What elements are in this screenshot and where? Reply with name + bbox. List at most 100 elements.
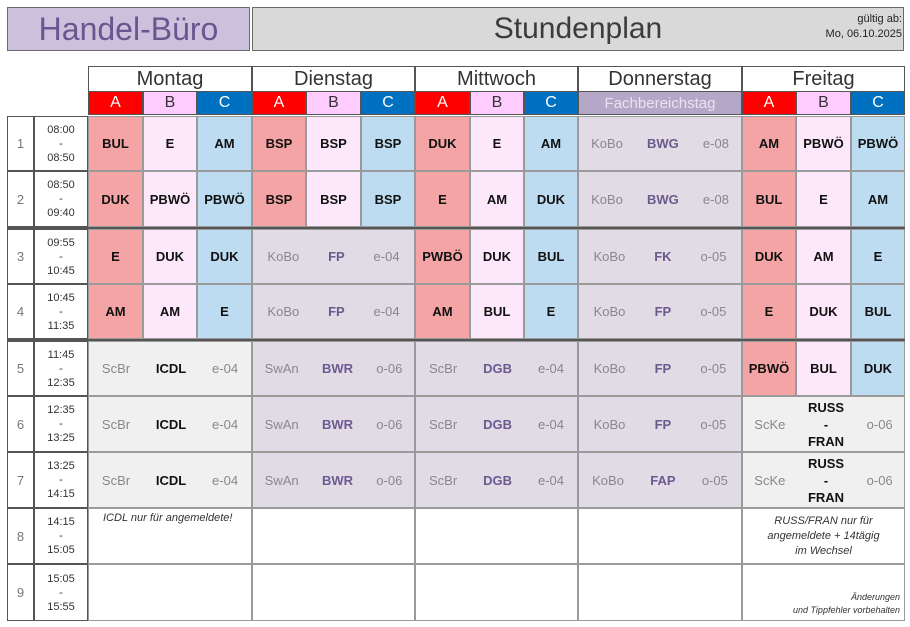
- joint-lesson: KoBo FP o-05: [578, 396, 742, 452]
- period-number: 3: [7, 229, 34, 284]
- lesson-cell: AM: [88, 284, 143, 339]
- lesson-cell: AM: [796, 229, 851, 284]
- day-monday: Montag: [88, 66, 252, 91]
- lesson-cell: DUK: [415, 116, 470, 171]
- empty-cell: [415, 564, 578, 621]
- period-number: 7: [7, 452, 34, 508]
- period-time: 08:00-08:50: [34, 116, 88, 171]
- joint-lesson: ScKe RUSS - FRAN o-06: [742, 452, 905, 508]
- lesson-cell: BSP: [306, 171, 361, 227]
- empty-cell: [578, 508, 742, 564]
- day-friday: Freitag: [742, 66, 905, 91]
- period-time: 14:15-15:05: [34, 508, 88, 564]
- joint-lesson: ScKe RUSS - FRAN o-06: [742, 396, 905, 452]
- thursday-banner: Fachbereichstag: [578, 91, 742, 115]
- lesson-cell: DUK: [470, 229, 524, 284]
- lesson-cell: BSP: [306, 116, 361, 171]
- empty-cell: [578, 564, 742, 621]
- group-header-b: B: [143, 91, 197, 115]
- joint-lesson: ScBr ICDL e-04: [88, 341, 252, 396]
- joint-lesson: ScBr ICDL e-04: [88, 396, 252, 452]
- lesson-cell: DUK: [851, 341, 905, 396]
- lesson-cell: DUK: [796, 284, 851, 339]
- joint-lesson: ScBr DGB e-04: [415, 452, 578, 508]
- period-number: 1: [7, 116, 34, 171]
- joint-lesson: KoBo FP e-04: [252, 284, 415, 339]
- lesson-cell: BSP: [361, 171, 415, 227]
- group-header-c: C: [197, 91, 252, 115]
- valid-date: Mo, 06.10.2025: [825, 28, 902, 40]
- russ-fran-note: RUSS/FRAN nur für angemeldete + 14tägig …: [767, 514, 880, 557]
- period-number: 9: [7, 564, 34, 621]
- lesson-cell: DUK: [742, 229, 796, 284]
- period-time: 10:45-11:35: [34, 284, 88, 339]
- lesson-cell: AM: [143, 284, 197, 339]
- lesson-cell: DUK: [88, 171, 143, 227]
- period-number: 5: [7, 341, 34, 396]
- group-header-a: A: [88, 91, 143, 115]
- lesson-cell: E: [851, 229, 905, 284]
- empty-cell: ICDL nur für angemeldete!: [88, 508, 252, 564]
- lesson-cell: E: [796, 171, 851, 227]
- joint-lesson: KoBo FP e-04: [252, 229, 415, 284]
- joint-lesson: KoBo FP o-05: [578, 284, 742, 339]
- joint-lesson: KoBo FAP o-05: [578, 452, 742, 508]
- lesson-cell: PWBÖ: [415, 229, 470, 284]
- lesson-cell: PBWÖ: [197, 171, 252, 227]
- lesson-cell: BUL: [796, 341, 851, 396]
- lesson-cell: BUL: [88, 116, 143, 171]
- period-number: 2: [7, 171, 34, 227]
- period-time: 15:05-15:55: [34, 564, 88, 621]
- lesson-cell: E: [524, 284, 578, 339]
- period-time: 12:35-13:25: [34, 396, 88, 452]
- period-time: 11:45-12:35: [34, 341, 88, 396]
- group-header-c: C: [851, 91, 905, 115]
- joint-lesson: KoBo BWG e-08: [578, 116, 742, 171]
- period-number: 6: [7, 396, 34, 452]
- empty-cell: [252, 564, 415, 621]
- lesson-cell: PBWÖ: [796, 116, 851, 171]
- group-header-c: C: [361, 91, 415, 115]
- lesson-cell: AM: [470, 171, 524, 227]
- joint-lesson: SwAn BWR o-06: [252, 396, 415, 452]
- joint-lesson: KoBo FP o-05: [578, 341, 742, 396]
- lesson-cell: E: [197, 284, 252, 339]
- day-wednesday: Mittwoch: [415, 66, 578, 91]
- day-thursday: Donnerstag: [578, 66, 742, 91]
- empty-cell: [88, 564, 252, 621]
- joint-lesson: ScBr DGB e-04: [415, 396, 578, 452]
- icdl-note: ICDL nur für angemeldete!: [103, 512, 233, 524]
- group-header-b: B: [306, 91, 361, 115]
- brand-title: Handel-Büro: [7, 7, 250, 51]
- lesson-cell: PBWÖ: [742, 341, 796, 396]
- group-header-c: C: [524, 91, 578, 115]
- joint-lesson: KoBo BWG e-08: [578, 171, 742, 227]
- disclaimer: Änderungen und Tippfehler vorbehalten: [793, 592, 900, 615]
- group-header-a: A: [252, 91, 306, 115]
- lesson-cell: AM: [415, 284, 470, 339]
- empty-cell: [415, 508, 578, 564]
- group-header-a: A: [742, 91, 796, 115]
- period-number: 4: [7, 284, 34, 339]
- valid-from: gültig ab: Mo, 06.10.2025: [826, 12, 902, 42]
- lesson-cell: PBWÖ: [143, 171, 197, 227]
- block-divider: [7, 227, 905, 229]
- block-divider: [7, 339, 905, 341]
- page-title: Stundenplan: [252, 7, 904, 51]
- joint-lesson: SwAn BWR o-06: [252, 341, 415, 396]
- lesson-cell: E: [143, 116, 197, 171]
- lesson-cell: PBWÖ: [851, 116, 905, 171]
- period-time: 13:25-14:15: [34, 452, 88, 508]
- period-number: 8: [7, 508, 34, 564]
- joint-lesson: ScBr ICDL e-04: [88, 452, 252, 508]
- empty-cell: [252, 508, 415, 564]
- lesson-cell: AM: [742, 116, 796, 171]
- lesson-cell: E: [88, 229, 143, 284]
- joint-lesson: ScBr DGB e-04: [415, 341, 578, 396]
- lesson-cell: BSP: [252, 116, 306, 171]
- lesson-cell: E: [415, 171, 470, 227]
- lesson-cell: BUL: [851, 284, 905, 339]
- lesson-cell: BUL: [470, 284, 524, 339]
- lesson-cell: AM: [197, 116, 252, 171]
- lesson-cell: DUK: [197, 229, 252, 284]
